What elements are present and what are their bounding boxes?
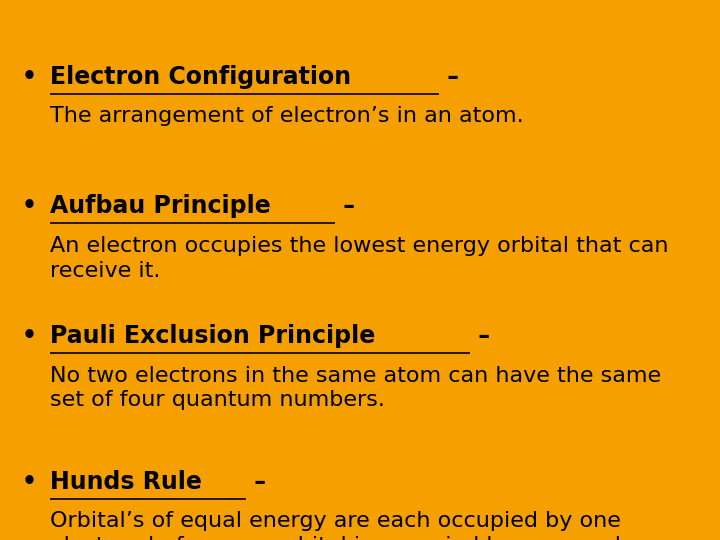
Text: •: • xyxy=(22,324,37,348)
Text: –: – xyxy=(336,194,355,218)
Text: –: – xyxy=(470,324,490,348)
Text: An electron occupies the lowest energy orbital that can
receive it.: An electron occupies the lowest energy o… xyxy=(50,236,669,281)
Text: –: – xyxy=(246,470,266,494)
Text: No two electrons in the same atom can have the same
set of four quantum numbers.: No two electrons in the same atom can ha… xyxy=(50,366,662,410)
Text: Pauli Exclusion Principle: Pauli Exclusion Principle xyxy=(50,324,376,348)
Text: Hunds Rule: Hunds Rule xyxy=(50,470,202,494)
Text: •: • xyxy=(22,194,37,218)
Text: •: • xyxy=(22,470,37,494)
Text: Orbital’s of equal energy are each occupied by one
electron before any orbital i: Orbital’s of equal energy are each occup… xyxy=(50,511,621,540)
Text: Aufbau Principle: Aufbau Principle xyxy=(50,194,271,218)
Text: –: – xyxy=(439,65,459,89)
Text: Electron Configuration: Electron Configuration xyxy=(50,65,351,89)
Text: The arrangement of electron’s in an atom.: The arrangement of electron’s in an atom… xyxy=(50,106,524,126)
Text: •: • xyxy=(22,65,37,89)
